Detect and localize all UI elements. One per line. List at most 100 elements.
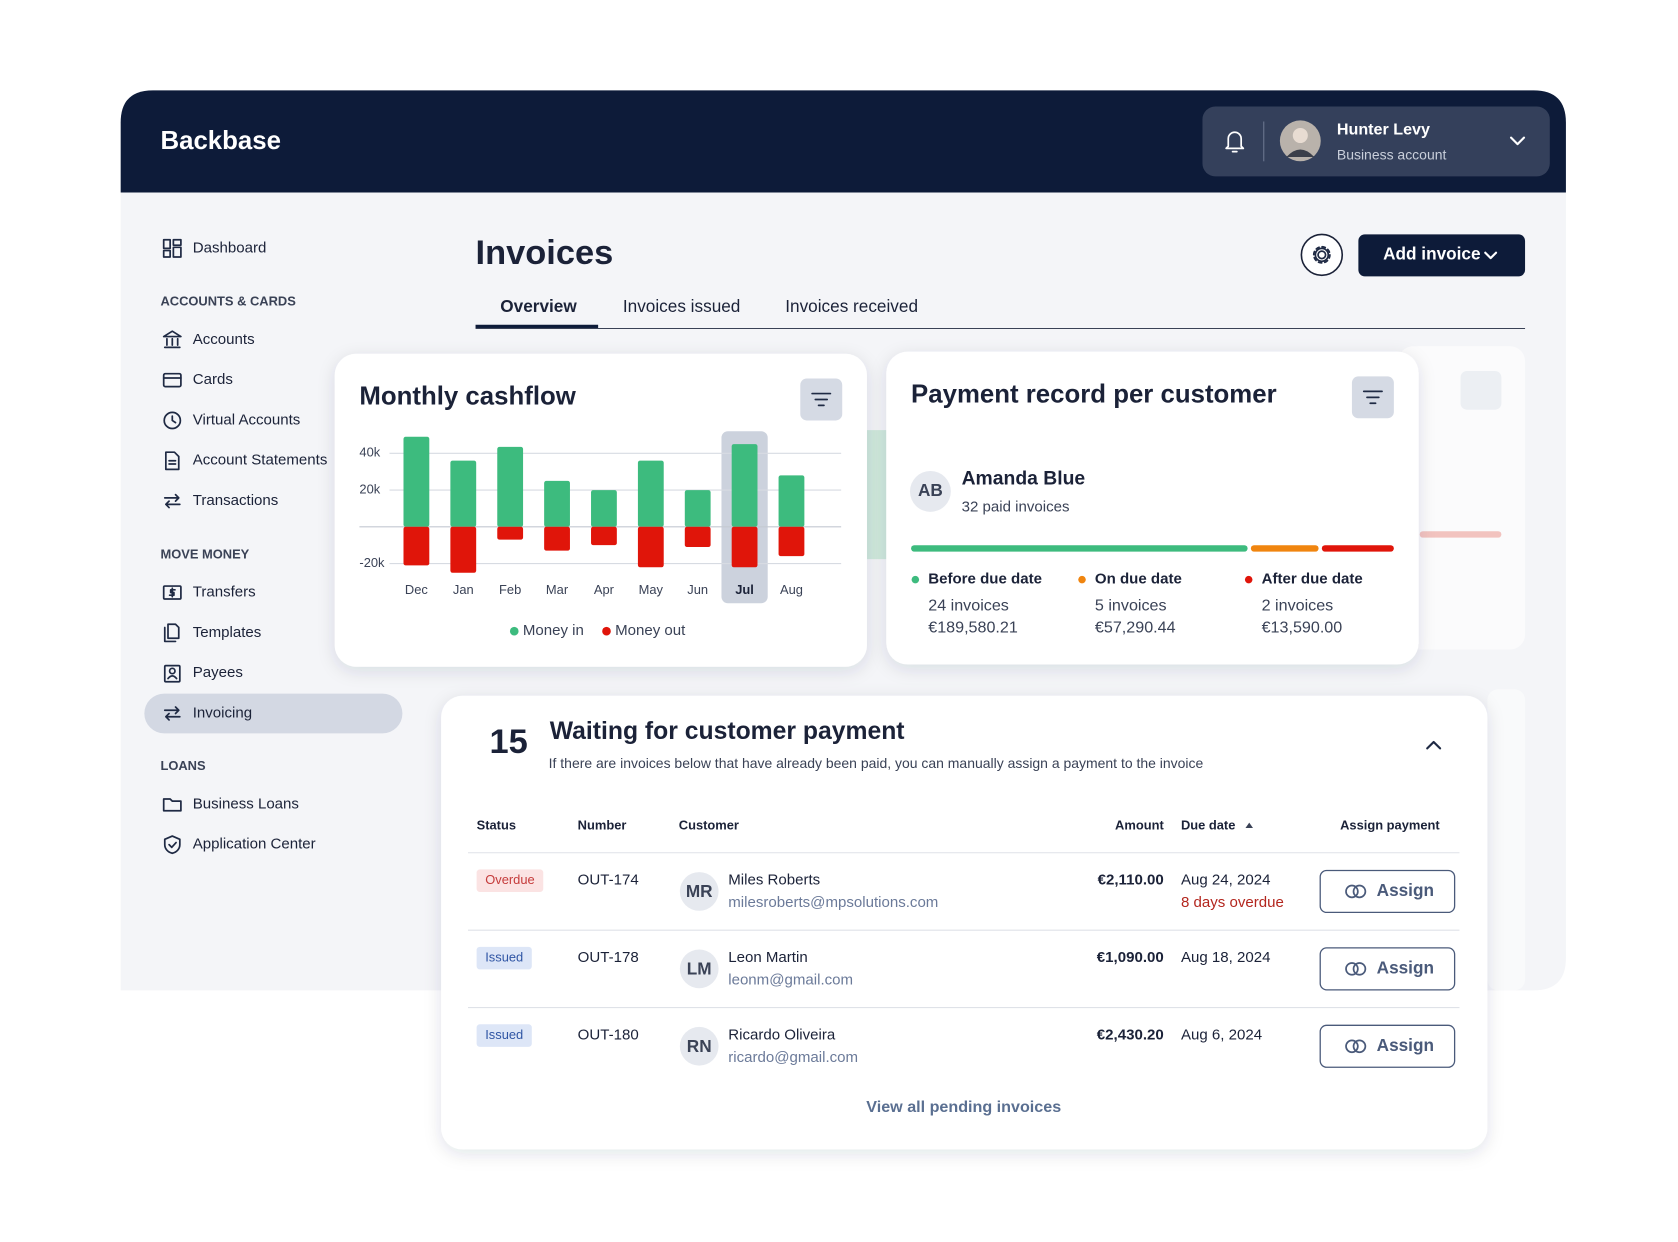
status-label: Issued (485, 1027, 523, 1042)
nav-item[interactable]: Account Statements (193, 452, 328, 469)
assign-icon[interactable] (1352, 884, 1367, 899)
tab[interactable]: Invoices received (785, 296, 918, 316)
bar (778, 475, 805, 527)
nav-item[interactable]: Invoicing (193, 704, 252, 721)
nav-section-title: MOVE MONEY (160, 546, 249, 561)
nav-item[interactable]: Transactions (193, 492, 279, 509)
nav-item[interactable]: Payees (193, 664, 243, 681)
assign-icon[interactable] (1345, 1039, 1359, 1054)
customer-name: Amanda Blue (962, 468, 1086, 490)
legend-label: Money in (523, 622, 584, 639)
customer-avatar (909, 470, 951, 512)
bar (403, 526, 430, 566)
column-header: Customer (679, 817, 739, 832)
nav-item[interactable]: Templates (193, 624, 262, 641)
progress-segment (1250, 545, 1319, 552)
assign-icon[interactable] (1345, 962, 1359, 976)
progress-segment (1321, 545, 1394, 552)
segment-amount: €13,590.00 (1262, 618, 1343, 636)
assign-button[interactable] (1319, 1024, 1456, 1068)
customer-initials: MR (686, 881, 713, 901)
assign-icon[interactable] (1352, 1039, 1367, 1054)
sort-icon[interactable] (1245, 822, 1253, 828)
chevron-down[interactable] (1484, 251, 1498, 260)
bar (731, 526, 758, 568)
logo: Backbase (160, 127, 280, 155)
assign-label[interactable]: Assign (1377, 880, 1434, 900)
waiting-count: 15 (490, 723, 528, 761)
nav-item[interactable]: Application Center (193, 836, 316, 853)
page-title: Invoices (476, 234, 614, 272)
view-all-link[interactable]: View all pending invoices (866, 1098, 1061, 1116)
nav-icon (163, 835, 181, 855)
bar (684, 490, 711, 527)
bar (591, 526, 617, 546)
bar (591, 490, 617, 527)
x-tick-label: Jul (735, 582, 754, 597)
faded-card (1398, 346, 1526, 650)
x-tick-label: Dec (405, 582, 428, 597)
customer-avatar (679, 872, 719, 911)
nav-item[interactable]: Cards (193, 371, 233, 388)
bar (637, 526, 664, 568)
nav-icon (162, 238, 182, 258)
settings-button[interactable] (1300, 233, 1344, 277)
nav-item[interactable]: Transfers (193, 583, 256, 600)
bar (684, 526, 711, 547)
nav-item[interactable]: Accounts (193, 331, 255, 348)
add-invoice-label[interactable]: Add invoice (1383, 243, 1480, 263)
filter-icon[interactable] (811, 392, 832, 407)
faded-chart (866, 430, 887, 560)
tab[interactable]: Overview (500, 296, 577, 316)
due-note: 8 days overdue (1181, 894, 1284, 911)
legend-dot (509, 626, 519, 636)
assign-icon[interactable] (1345, 884, 1359, 899)
nav-item[interactable]: Business Loans (193, 795, 299, 812)
bar (450, 460, 477, 527)
chevron-down[interactable] (1510, 136, 1526, 146)
customer-summary: 32 paid invoices (962, 499, 1070, 516)
faded-card (1487, 689, 1526, 991)
assign-label[interactable]: Assign (1377, 1035, 1434, 1055)
user-menu[interactable] (1202, 106, 1550, 177)
collapse-button[interactable] (1426, 740, 1442, 750)
bar (731, 444, 758, 527)
nav-icon (163, 623, 180, 643)
gear-icon[interactable] (1312, 245, 1331, 264)
nav-item[interactable]: Dashboard (193, 239, 267, 256)
bar (497, 526, 524, 540)
user-avatar (1279, 120, 1321, 162)
add-invoice-button[interactable] (1358, 234, 1526, 277)
due-date: Aug 6, 2024 (1181, 1027, 1262, 1044)
segment-amount: €57,290.44 (1095, 618, 1176, 636)
nav-icon (162, 585, 182, 600)
segment-name: After due date (1262, 571, 1363, 588)
assign-icon[interactable] (1352, 962, 1367, 976)
bell-icon[interactable] (1225, 131, 1245, 153)
due-date: Aug 24, 2024 (1181, 872, 1271, 889)
faded-bar (1419, 531, 1502, 538)
assign-label[interactable]: Assign (1377, 957, 1434, 977)
customer-email: milesroberts@mpsolutions.com (728, 894, 938, 911)
invoice-number: OUT-178 (578, 949, 639, 966)
segment-count: 5 invoices (1095, 597, 1167, 615)
filter-icon[interactable] (1362, 390, 1383, 405)
bar (450, 526, 477, 573)
column-header: Assign payment (1340, 817, 1440, 832)
user-name[interactable]: Hunter Levy (1337, 120, 1430, 138)
bar (497, 446, 524, 527)
column-header[interactable]: Due date (1181, 817, 1235, 832)
status-badge (476, 869, 544, 892)
x-tick-label: Jan (453, 582, 474, 597)
x-tick-label: Jun (687, 582, 708, 597)
nav-section-title: LOANS (160, 758, 206, 773)
assign-button[interactable] (1319, 869, 1456, 914)
column-header: Amount (1115, 817, 1164, 832)
assign-button[interactable] (1319, 947, 1456, 991)
tab[interactable]: Invoices issued (623, 296, 741, 316)
customer-email: ricardo@gmail.com (728, 1049, 858, 1066)
nav-item[interactable]: Virtual Accounts (193, 411, 301, 428)
x-tick-label: Apr (594, 582, 615, 597)
user-account[interactable]: Business account (1337, 147, 1447, 163)
